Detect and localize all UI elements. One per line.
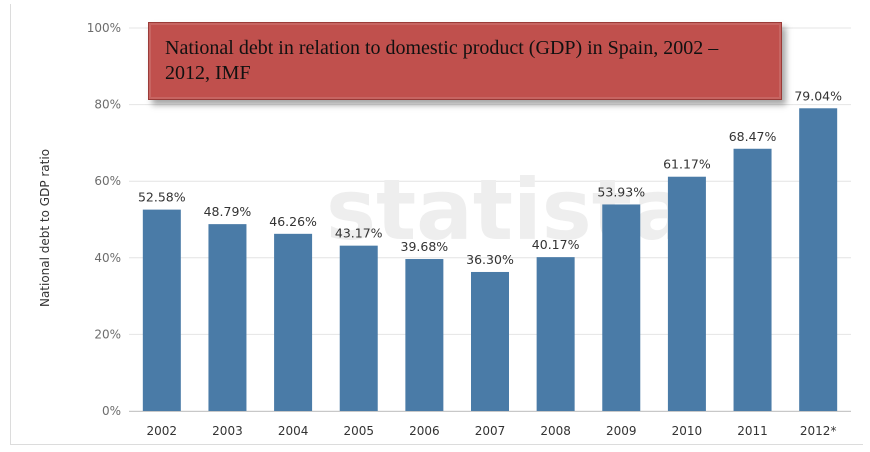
x-axis: 2002 2003 2004 2005 2006 2007 2008 2009 2010 2011… [129, 411, 851, 438]
data-label: 43.17% [335, 226, 383, 241]
data-label: 40.17% [532, 237, 580, 252]
data-label: 68.47% [729, 129, 777, 144]
bar [208, 224, 247, 411]
chart-title-box: National debt in relation to domestic pr… [148, 22, 782, 100]
y-tick-label: 80% [94, 98, 121, 112]
y-tick-label: 100% [87, 21, 121, 35]
y-tick-label: 40% [94, 251, 121, 265]
bar [733, 148, 772, 412]
bar [471, 271, 509, 411]
y-tick-label: 60% [94, 174, 121, 188]
x-tick-label: 2004 [278, 424, 309, 438]
y-tick-label: 20% [94, 327, 121, 341]
data-label: 79.04% [794, 88, 842, 103]
x-tick-label: 2011 [737, 424, 768, 438]
x-tick-label: 2002 [147, 424, 178, 438]
data-label: 53.93% [597, 184, 645, 199]
bar [405, 259, 444, 411]
bar [667, 176, 706, 411]
x-tick-label: 2005 [343, 424, 374, 438]
y-axis: 0% 20% 40% 60% 80% 100% [87, 21, 121, 418]
bar [536, 257, 575, 411]
bar [274, 233, 313, 411]
bars [142, 108, 838, 412]
data-label: 46.26% [269, 214, 317, 229]
data-labels: 52.58% 48.79% 46.26% 43.17% 39.68% 36.30% 40.1… [138, 88, 842, 267]
data-label: 61.17% [663, 157, 711, 172]
y-tick-label: 0% [102, 404, 121, 418]
bar [602, 204, 641, 411]
x-tick-label: 2010 [672, 424, 703, 438]
y-axis-title: National debt to GDP ratio [38, 149, 52, 307]
x-tick-label: 2003 [212, 424, 243, 438]
bar [799, 108, 838, 412]
x-tick-label: 2006 [409, 424, 440, 438]
bar [142, 209, 181, 411]
x-tick-label: 2009 [606, 424, 637, 438]
bar-chart: statista 52.58%48.79%46.26%43.17%39.68%3… [38, 21, 851, 438]
data-label: 39.68% [401, 239, 449, 254]
x-tick-label: 2012* [800, 424, 837, 438]
data-label: 48.79% [204, 204, 252, 219]
x-tick-label: 2007 [475, 424, 506, 438]
data-label: 36.30% [466, 252, 514, 267]
data-label: 52.58% [138, 190, 186, 205]
chart-title: National debt in relation to domestic pr… [165, 37, 719, 84]
x-tick-label: 2008 [540, 424, 571, 438]
bar [339, 245, 378, 411]
